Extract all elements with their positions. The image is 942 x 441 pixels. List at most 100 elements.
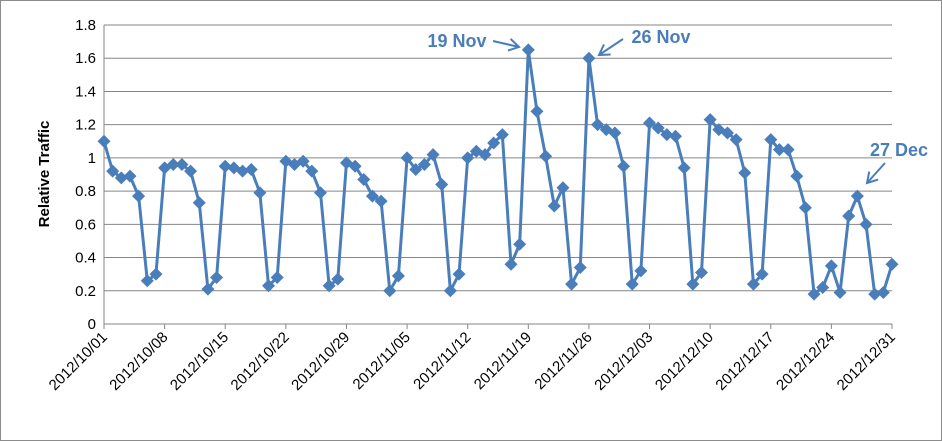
- data-point: [703, 113, 717, 127]
- data-point: [660, 128, 674, 142]
- data-point: [244, 163, 258, 177]
- data-point: [210, 270, 224, 284]
- data-point: [868, 287, 882, 301]
- data-point: [729, 133, 743, 147]
- data-point: [262, 279, 276, 293]
- x-tick-label: 2012/10/08: [106, 329, 171, 394]
- data-point: [876, 285, 890, 299]
- data-point: [132, 189, 146, 203]
- data-point: [521, 43, 535, 57]
- data-point: [478, 148, 492, 162]
- data-point: [175, 158, 189, 172]
- x-tick-label: 2012/10/01: [46, 329, 111, 394]
- data-point: [781, 143, 795, 157]
- data-point: [374, 194, 388, 208]
- data-point: [417, 158, 431, 172]
- x-tick-label: 2012/11/26: [531, 329, 595, 393]
- data-point: [591, 118, 605, 132]
- data-point: [409, 163, 423, 177]
- x-tick-label: 2012/12/24: [773, 329, 838, 394]
- data-point: [253, 186, 267, 200]
- x-tick-label: 2012/12/17: [712, 329, 777, 394]
- data-point: [547, 199, 561, 213]
- data-point: [236, 164, 250, 178]
- annotation-arrowhead: [597, 44, 611, 57]
- data-point: [565, 277, 579, 291]
- x-tick-label: 2012/10/15: [167, 329, 232, 394]
- data-point: [643, 116, 657, 130]
- data-point: [790, 169, 804, 183]
- data-point: [218, 159, 232, 173]
- annotation-label: 26 Nov: [631, 27, 690, 47]
- data-point: [426, 148, 440, 162]
- data-point: [556, 181, 570, 195]
- data-point: [114, 171, 128, 185]
- data-point: [495, 128, 509, 142]
- x-tick-label: 2012/11/12: [410, 329, 474, 393]
- y-tick-label: 0.2: [75, 283, 96, 300]
- data-point: [149, 267, 163, 281]
- y-tick-label: 1.2: [75, 117, 96, 134]
- annotation-label: 19 Nov: [427, 31, 486, 51]
- y-tick-label: 1.8: [75, 17, 96, 34]
- data-point: [677, 161, 691, 175]
- data-point: [184, 164, 198, 178]
- y-tick-label: 1.6: [75, 50, 96, 67]
- annotation-arrowhead: [507, 38, 521, 52]
- data-point: [850, 189, 864, 203]
- data-point: [720, 126, 734, 140]
- data-point: [391, 269, 405, 283]
- data-point: [798, 201, 812, 215]
- y-tick-label: 0.6: [75, 216, 96, 233]
- data-point: [833, 285, 847, 299]
- data-point: [348, 159, 362, 173]
- data-point: [772, 143, 786, 157]
- data-point: [443, 284, 457, 298]
- data-point: [816, 280, 830, 294]
- y-tick-label: 0.8: [75, 183, 96, 200]
- x-tick-label: 2012/12/31: [834, 329, 899, 394]
- y-tick-label: 1: [88, 150, 96, 167]
- data-point: [686, 277, 700, 291]
- data-point: [530, 104, 544, 118]
- annotation-label: 27 Dec: [870, 140, 928, 160]
- data-point: [573, 261, 587, 275]
- x-tick-label: 2012/11/19: [471, 329, 535, 393]
- data-point: [322, 279, 336, 293]
- data-point: [764, 133, 778, 147]
- data-point: [504, 257, 518, 271]
- data-point: [885, 257, 899, 271]
- y-axis-title: Relative Traffic: [36, 121, 53, 228]
- annotation-arrow: [492, 40, 520, 48]
- y-tick-label: 0: [88, 316, 96, 333]
- data-point: [669, 129, 683, 143]
- data-point: [487, 136, 501, 150]
- data-point: [97, 134, 111, 148]
- data-point: [270, 270, 284, 284]
- data-point: [617, 159, 631, 173]
- data-point: [331, 272, 345, 286]
- data-point: [313, 186, 327, 200]
- data-point: [201, 282, 215, 296]
- data-point: [166, 158, 180, 172]
- data-point: [357, 172, 371, 186]
- y-tick-label: 0.4: [75, 250, 96, 267]
- x-tick-label: 2012/12/03: [591, 329, 656, 394]
- x-tick-label: 2012/10/29: [288, 329, 353, 394]
- data-point: [608, 126, 622, 140]
- data-point: [842, 209, 856, 223]
- data-point: [461, 151, 475, 165]
- data-point: [452, 267, 466, 281]
- data-point: [192, 196, 206, 210]
- data-point: [746, 277, 760, 291]
- x-tick-label: 2012/11/05: [350, 329, 414, 393]
- data-point: [365, 189, 379, 203]
- data-point: [694, 266, 708, 280]
- data-point: [383, 284, 397, 298]
- data-point: [513, 237, 527, 251]
- annotation-arrow: [866, 162, 886, 184]
- data-point: [123, 169, 137, 183]
- data-point: [140, 274, 154, 288]
